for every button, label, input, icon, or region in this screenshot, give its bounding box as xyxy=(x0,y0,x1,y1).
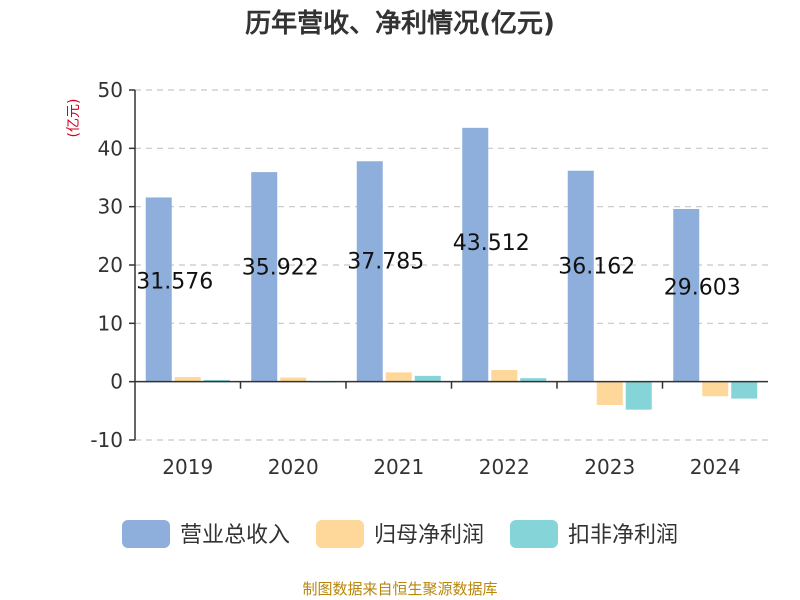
legend-swatch xyxy=(510,520,558,548)
legend-swatch xyxy=(316,520,364,548)
data-label: 29.603 xyxy=(664,276,741,301)
data-label: 31.576 xyxy=(136,269,213,294)
bars xyxy=(145,127,758,410)
y-tick-label: -10 xyxy=(90,428,123,452)
bar-0-2023 xyxy=(567,170,594,382)
x-tick-label: 2023 xyxy=(584,455,635,479)
bar-0-2022 xyxy=(462,127,489,382)
data-label: 37.785 xyxy=(347,249,424,274)
bar-2-2019 xyxy=(203,379,230,382)
y-tick-label: 20 xyxy=(98,253,123,277)
bar-0-2020 xyxy=(251,172,278,382)
y-tick-label: 0 xyxy=(110,370,123,394)
data-label: 36.162 xyxy=(558,255,635,280)
x-tick-label: 2024 xyxy=(690,455,741,479)
axes: 50 40 30 20 10 0 -10 2019 2020 2021 2022 2023 2024 xyxy=(90,78,768,479)
y-tick-label: 10 xyxy=(98,311,123,335)
bar-0-2021 xyxy=(356,161,383,382)
bar-1-2021 xyxy=(385,372,412,382)
legend: 营业总收入 归母净利润 扣非净利润 xyxy=(122,520,678,548)
bar-2-2023 xyxy=(625,381,652,410)
bar-2-2024 xyxy=(731,381,758,399)
y-tick-label: 30 xyxy=(98,195,123,219)
y-tick-label: 50 xyxy=(98,78,123,102)
bar-1-2023 xyxy=(596,381,623,405)
x-tick-label: 2021 xyxy=(373,455,424,479)
bar-1-2022 xyxy=(491,370,518,382)
legend-swatch xyxy=(122,520,170,548)
bar-2-2022 xyxy=(520,378,547,382)
bar-1-2020 xyxy=(280,377,307,382)
y-tick-label: 40 xyxy=(98,136,123,160)
data-labels: 31.576 35.922 37.785 43.512 36.162 29.603 xyxy=(136,231,740,301)
bar-0-2024 xyxy=(673,208,700,382)
x-tick-label: 2019 xyxy=(162,455,213,479)
data-label: 35.922 xyxy=(242,255,319,280)
x-tick-label: 2022 xyxy=(479,455,530,479)
y-axis-unit-label: (亿元) xyxy=(66,99,82,138)
x-tick-label: 2020 xyxy=(268,455,319,479)
bar-1-2024 xyxy=(702,381,729,397)
source-note: 制图数据来自恒生聚源数据库 xyxy=(302,580,497,598)
legend-label: 归母净利润 xyxy=(374,523,484,548)
bar-1-2019 xyxy=(174,377,201,382)
bar-0-2019 xyxy=(145,197,172,382)
legend-label: 扣非净利润 xyxy=(568,523,678,548)
chart-title: 历年营收、净利情况(亿元) xyxy=(245,8,555,39)
legend-label: 营业总收入 xyxy=(180,523,290,548)
bar-2-2021 xyxy=(414,375,441,382)
data-label: 43.512 xyxy=(453,231,530,256)
